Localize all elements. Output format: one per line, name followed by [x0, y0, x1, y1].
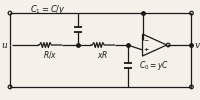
Text: +: + — [144, 48, 149, 53]
Text: v: v — [195, 40, 200, 50]
Text: $C_0 = yC$: $C_0 = yC$ — [139, 60, 169, 72]
Text: $C_1 = C/y$: $C_1 = C/y$ — [30, 3, 66, 16]
Text: $xR$: $xR$ — [97, 50, 108, 60]
Text: $R/x$: $R/x$ — [43, 50, 57, 60]
Text: u: u — [1, 40, 7, 50]
Text: −: − — [144, 38, 149, 43]
